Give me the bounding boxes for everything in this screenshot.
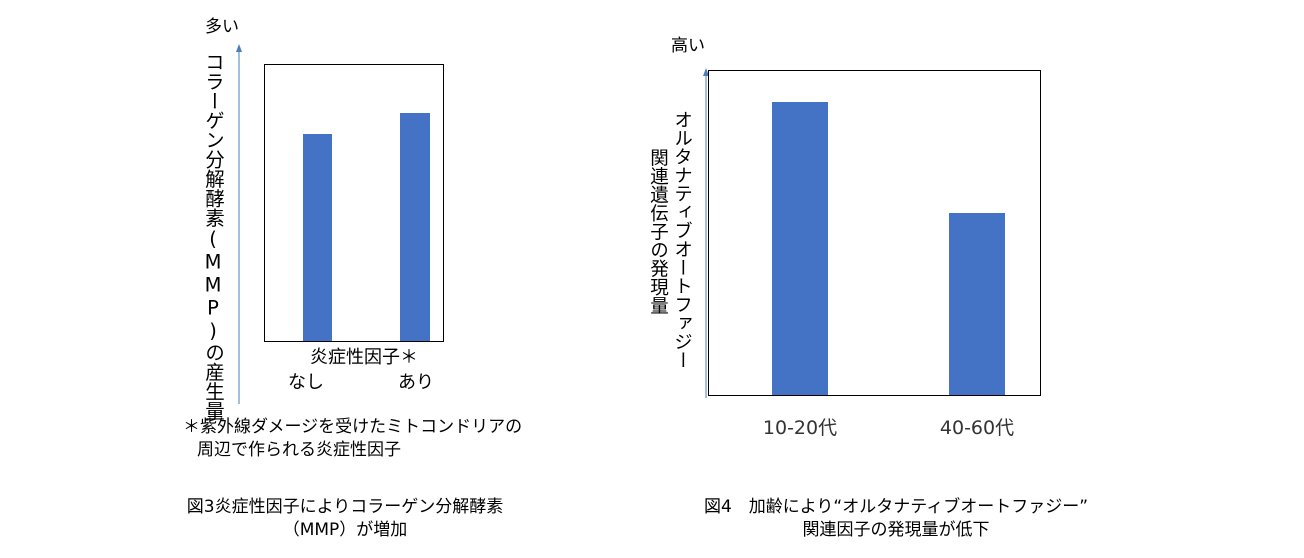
figure-caption: 図3炎症性因子によりコラーゲン分解酵素 （MMP）が増加 — [187, 496, 503, 542]
plot-area — [264, 64, 444, 342]
x-axis-label: 炎症性因子＊ — [310, 347, 418, 368]
bar-ari — [400, 113, 430, 341]
y-top-label: 多い — [205, 17, 239, 37]
plot-area — [708, 70, 1041, 396]
bar-nashi — [303, 134, 332, 341]
y-axis-arrow — [703, 68, 709, 398]
y-axis-label: 関連遺伝子の発現量 — [647, 148, 669, 315]
footnote-line: 周辺で作られる炎症性因子 — [197, 440, 401, 460]
caption-line: 図3炎症性因子によりコラーゲン分解酵素 — [186, 497, 504, 517]
caption-line: 図4 加齢により“オルタナティブオートファジー” — [703, 497, 1089, 517]
y-axis-label: コラーゲン分解酵素(MMP)の産生量 — [201, 52, 225, 421]
y-top-label: 高い — [671, 36, 705, 56]
bar-10-20 — [772, 101, 828, 395]
category-label: 10-20代 — [762, 417, 838, 439]
y-axis-label: オルタナティブオートファジー — [671, 110, 693, 369]
caption-line: 関連因子の発現量が低下 — [802, 519, 990, 540]
y-axis-arrow — [236, 44, 242, 404]
category-label: なし — [288, 372, 324, 393]
footnote-line: ＊紫外線ダメージを受けたミトコンドリアの — [183, 417, 523, 437]
category-label: 40-60代 — [939, 417, 1015, 439]
bar-40-60 — [949, 212, 1005, 395]
caption-line: （MMP）が増加 — [282, 519, 408, 540]
category-label: あり — [398, 372, 434, 393]
figure-caption: 図4 加齢により“オルタナティブオートファジー” 関連因子の発現量が低下 — [704, 496, 1088, 542]
